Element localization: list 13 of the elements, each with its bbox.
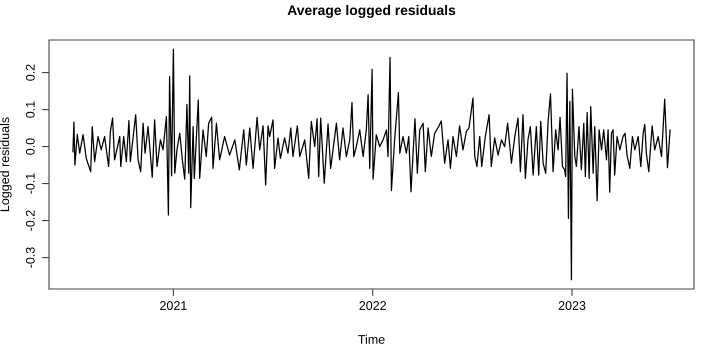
y-tick-label: -0.1 [26, 173, 35, 194]
x-tick-label: 2023 [558, 301, 586, 310]
y-tick-label: -0.3 [26, 247, 35, 268]
x-tick-label: 2022 [359, 301, 386, 310]
y-axis-title: Logged residuals [0, 117, 12, 212]
x-tick-label: 2021 [160, 301, 187, 310]
y-tick-label: 0.2 [26, 64, 35, 81]
line-series [72, 48, 671, 280]
y-tick-label: 0.0 [26, 138, 35, 155]
chart-title: Average logged residuals [288, 4, 456, 18]
y-tick-label: -0.2 [26, 210, 35, 231]
x-axis-title: Time [358, 334, 385, 344]
y-tick-label: 0.1 [26, 101, 35, 118]
